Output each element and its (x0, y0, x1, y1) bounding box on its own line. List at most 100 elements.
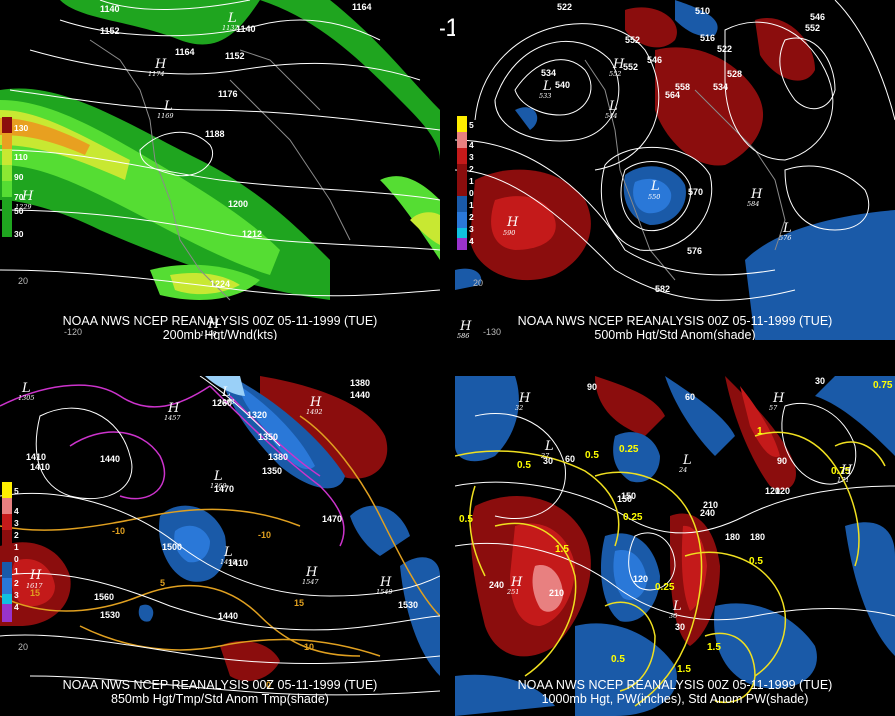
svg-text:1305: 1305 (18, 394, 35, 402)
temperature-labels: -10 -10 15 15 5 10 0 (30, 526, 314, 690)
svg-text:0.25: 0.25 (623, 512, 643, 523)
svg-text:3: 3 (469, 152, 474, 162)
svg-text:534: 534 (713, 82, 728, 92)
svg-text:2: 2 (469, 212, 474, 222)
svg-text:210: 210 (549, 588, 564, 598)
svg-text:2: 2 (14, 530, 19, 540)
anomaly-colorbar: 5 4 3 2 1 0 1 2 3 4 (2, 482, 19, 622)
svg-text:1152: 1152 (100, 26, 120, 36)
svg-text:150: 150 (621, 491, 636, 501)
svg-text:0.5: 0.5 (585, 450, 599, 461)
svg-text:130: 130 (14, 123, 28, 133)
svg-text:1380: 1380 (268, 452, 288, 462)
svg-text:1293: 1293 (218, 398, 235, 406)
svg-text:1.5: 1.5 (555, 544, 569, 555)
svg-text:0.5: 0.5 (517, 460, 531, 471)
svg-text:H: H (207, 317, 220, 332)
svg-text:H: H (29, 568, 42, 583)
svg-text:1410: 1410 (228, 558, 248, 568)
svg-text:H: H (21, 189, 34, 204)
svg-text:H: H (167, 401, 180, 416)
svg-text:1152: 1152 (225, 51, 245, 61)
svg-text:1140: 1140 (100, 4, 120, 14)
svg-text:30: 30 (815, 376, 825, 386)
svg-text:30: 30 (675, 622, 685, 632)
svg-text:5: 5 (14, 486, 19, 496)
svg-text:1530: 1530 (398, 600, 418, 610)
caption-line-2: 1000mb Hgt, PW(inches), Std Anom PW(shad… (541, 692, 809, 706)
svg-text:30: 30 (14, 229, 24, 239)
svg-text:1470: 1470 (322, 514, 342, 524)
svg-text:L: L (672, 599, 682, 614)
svg-text:1350: 1350 (262, 466, 282, 476)
svg-text:0: 0 (469, 188, 474, 198)
svg-text:552: 552 (609, 70, 621, 78)
svg-text:120: 120 (775, 486, 790, 496)
svg-text:1617: 1617 (26, 582, 43, 590)
svg-text:0: 0 (266, 680, 271, 690)
svg-text:H: H (518, 391, 531, 406)
svg-text:1457: 1457 (164, 414, 181, 422)
svg-text:1132: 1132 (222, 24, 239, 32)
svg-text:1212: 1212 (242, 229, 262, 239)
svg-text:15: 15 (294, 598, 304, 608)
svg-text:1440: 1440 (350, 390, 370, 400)
svg-text:510: 510 (695, 6, 710, 16)
svg-text:570: 570 (688, 187, 703, 197)
svg-text:4: 4 (469, 140, 474, 150)
svg-text:90: 90 (587, 382, 597, 392)
panel-caption: NOAA NWS NCEP REANALYSIS 00Z 05-11-1999 … (0, 314, 440, 340)
anomaly-colorbar: 5 4 3 2 1 0 1 2 3 4 (457, 116, 474, 250)
svg-text:4: 4 (14, 602, 19, 612)
svg-text:L: L (542, 79, 552, 94)
panel-200mb: 1140 1152 1164 1176 1188 1200 1212 1224 … (0, 0, 440, 340)
svg-text:1530: 1530 (100, 610, 120, 620)
svg-text:1: 1 (469, 176, 474, 186)
svg-text:H: H (840, 463, 853, 478)
svg-text:552: 552 (623, 62, 638, 72)
panel-200mb-map: 1140 1152 1164 1176 1188 1200 1212 1224 … (0, 0, 440, 338)
svg-text:57: 57 (769, 404, 778, 412)
svg-text:1320: 1320 (247, 410, 267, 420)
svg-text:522: 522 (717, 44, 732, 54)
caption-line-1: NOAA NWS NCEP REANALYSIS 00Z 05-11-1999 … (517, 678, 833, 692)
panel-850mb-map: 1380 1440 1320 1350 1410 1440 1380 1470 … (0, 376, 440, 696)
svg-text:L: L (650, 179, 660, 194)
svg-text:1440: 1440 (218, 611, 238, 621)
svg-text:120: 120 (633, 574, 648, 584)
svg-text:H: H (506, 215, 519, 230)
svg-text:L: L (21, 381, 31, 396)
svg-text:1229: 1229 (15, 203, 32, 211)
svg-text:H: H (772, 391, 785, 406)
svg-text:H: H (305, 565, 318, 580)
svg-text:0.75: 0.75 (831, 466, 851, 477)
svg-text:110: 110 (14, 152, 28, 162)
svg-text:590: 590 (503, 229, 515, 237)
svg-text:586: 586 (457, 332, 469, 340)
svg-text:H: H (154, 57, 167, 72)
svg-text:32: 32 (515, 404, 523, 412)
svg-text:27: 27 (540, 452, 550, 460)
caption-line-2: 850mb Hgt/Tmp/Std Anom Tmp(shade) (111, 692, 329, 706)
svg-text:1500: 1500 (162, 542, 182, 552)
svg-text:180: 180 (725, 532, 740, 542)
svg-text:576: 576 (687, 246, 702, 256)
svg-text:251: 251 (506, 588, 519, 596)
svg-text:0: 0 (14, 554, 19, 564)
panel-1000mb: 30 60 90 120 150 180 210 240 60 90 120 1… (455, 376, 895, 716)
svg-text:1164: 1164 (352, 2, 372, 12)
svg-text:L: L (782, 221, 792, 236)
pw-labels: 0.5 0.5 0.25 0.25 0.5 0.75 1 1.5 1.5 0.2… (459, 380, 893, 675)
svg-text:544: 544 (605, 112, 617, 120)
svg-text:1350: 1350 (258, 432, 278, 442)
svg-text:60: 60 (685, 392, 695, 402)
svg-text:546: 546 (810, 12, 825, 22)
svg-text:0.25: 0.25 (655, 582, 675, 593)
contour-labels: 522 534 540 546 552 552 558 564 570 576 … (541, 2, 825, 294)
svg-text:564: 564 (665, 90, 680, 100)
svg-text:0.5: 0.5 (459, 514, 473, 525)
contour-labels: 1380 1440 1320 1350 1410 1440 1380 1470 … (26, 378, 418, 621)
svg-text:0.25: 0.25 (619, 444, 639, 455)
svg-text:550: 550 (648, 193, 660, 201)
svg-text:-10: -10 (258, 530, 271, 540)
